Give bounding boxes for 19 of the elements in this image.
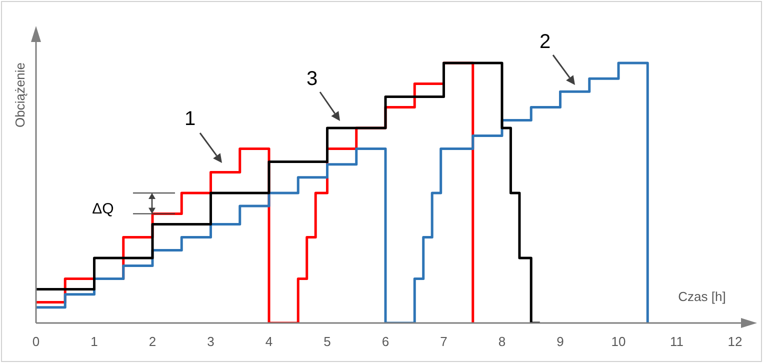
y-axis-title: Obciążenie: [12, 62, 28, 128]
x-tick-label: 6: [382, 334, 390, 350]
x-tick-label: 3: [207, 334, 214, 350]
x-tick-label: 1: [90, 334, 98, 350]
x-tick-label: 10: [611, 334, 626, 350]
text: 1: [184, 108, 196, 130]
annotation: ΔQ: [92, 200, 114, 218]
x-tick-label: 2: [148, 334, 156, 350]
x-tick-label: 9: [556, 334, 564, 350]
series-label: 3: [306, 68, 318, 90]
x-tick-label: 8: [498, 334, 506, 350]
x-tick-label: 7: [440, 334, 448, 350]
x-tick-label: 0: [32, 334, 40, 350]
x-tick-label: 5: [324, 334, 331, 350]
x-tick-label: 4: [265, 334, 273, 350]
x-tick-label: 12: [728, 334, 742, 350]
x-axis-title: Czas [h]: [678, 289, 726, 304]
series-label: 2: [539, 31, 551, 53]
x-tick-label: 11: [670, 334, 684, 350]
